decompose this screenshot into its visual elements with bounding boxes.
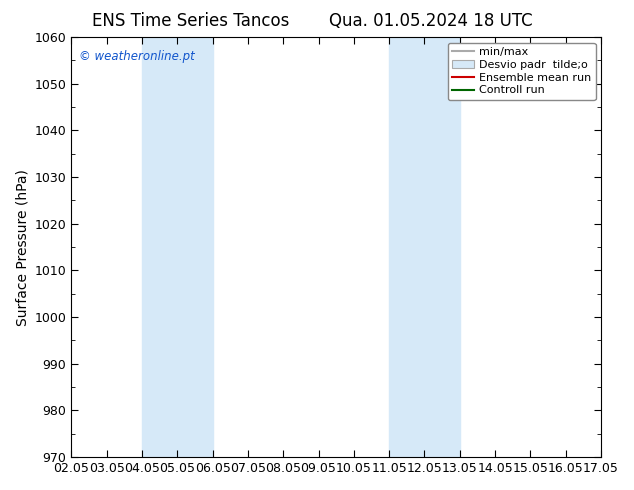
Y-axis label: Surface Pressure (hPa): Surface Pressure (hPa): [15, 169, 29, 325]
Bar: [389, 37, 460, 457]
Legend: min/max, Desvio padr  tilde;o, Ensemble mean run, Controll run: min/max, Desvio padr tilde;o, Ensemble m…: [448, 43, 595, 100]
Text: © weatheronline.pt: © weatheronline.pt: [79, 50, 195, 63]
Text: Qua. 01.05.2024 18 UTC: Qua. 01.05.2024 18 UTC: [329, 12, 533, 30]
Text: ENS Time Series Tancos: ENS Time Series Tancos: [91, 12, 289, 30]
Bar: [142, 37, 212, 457]
